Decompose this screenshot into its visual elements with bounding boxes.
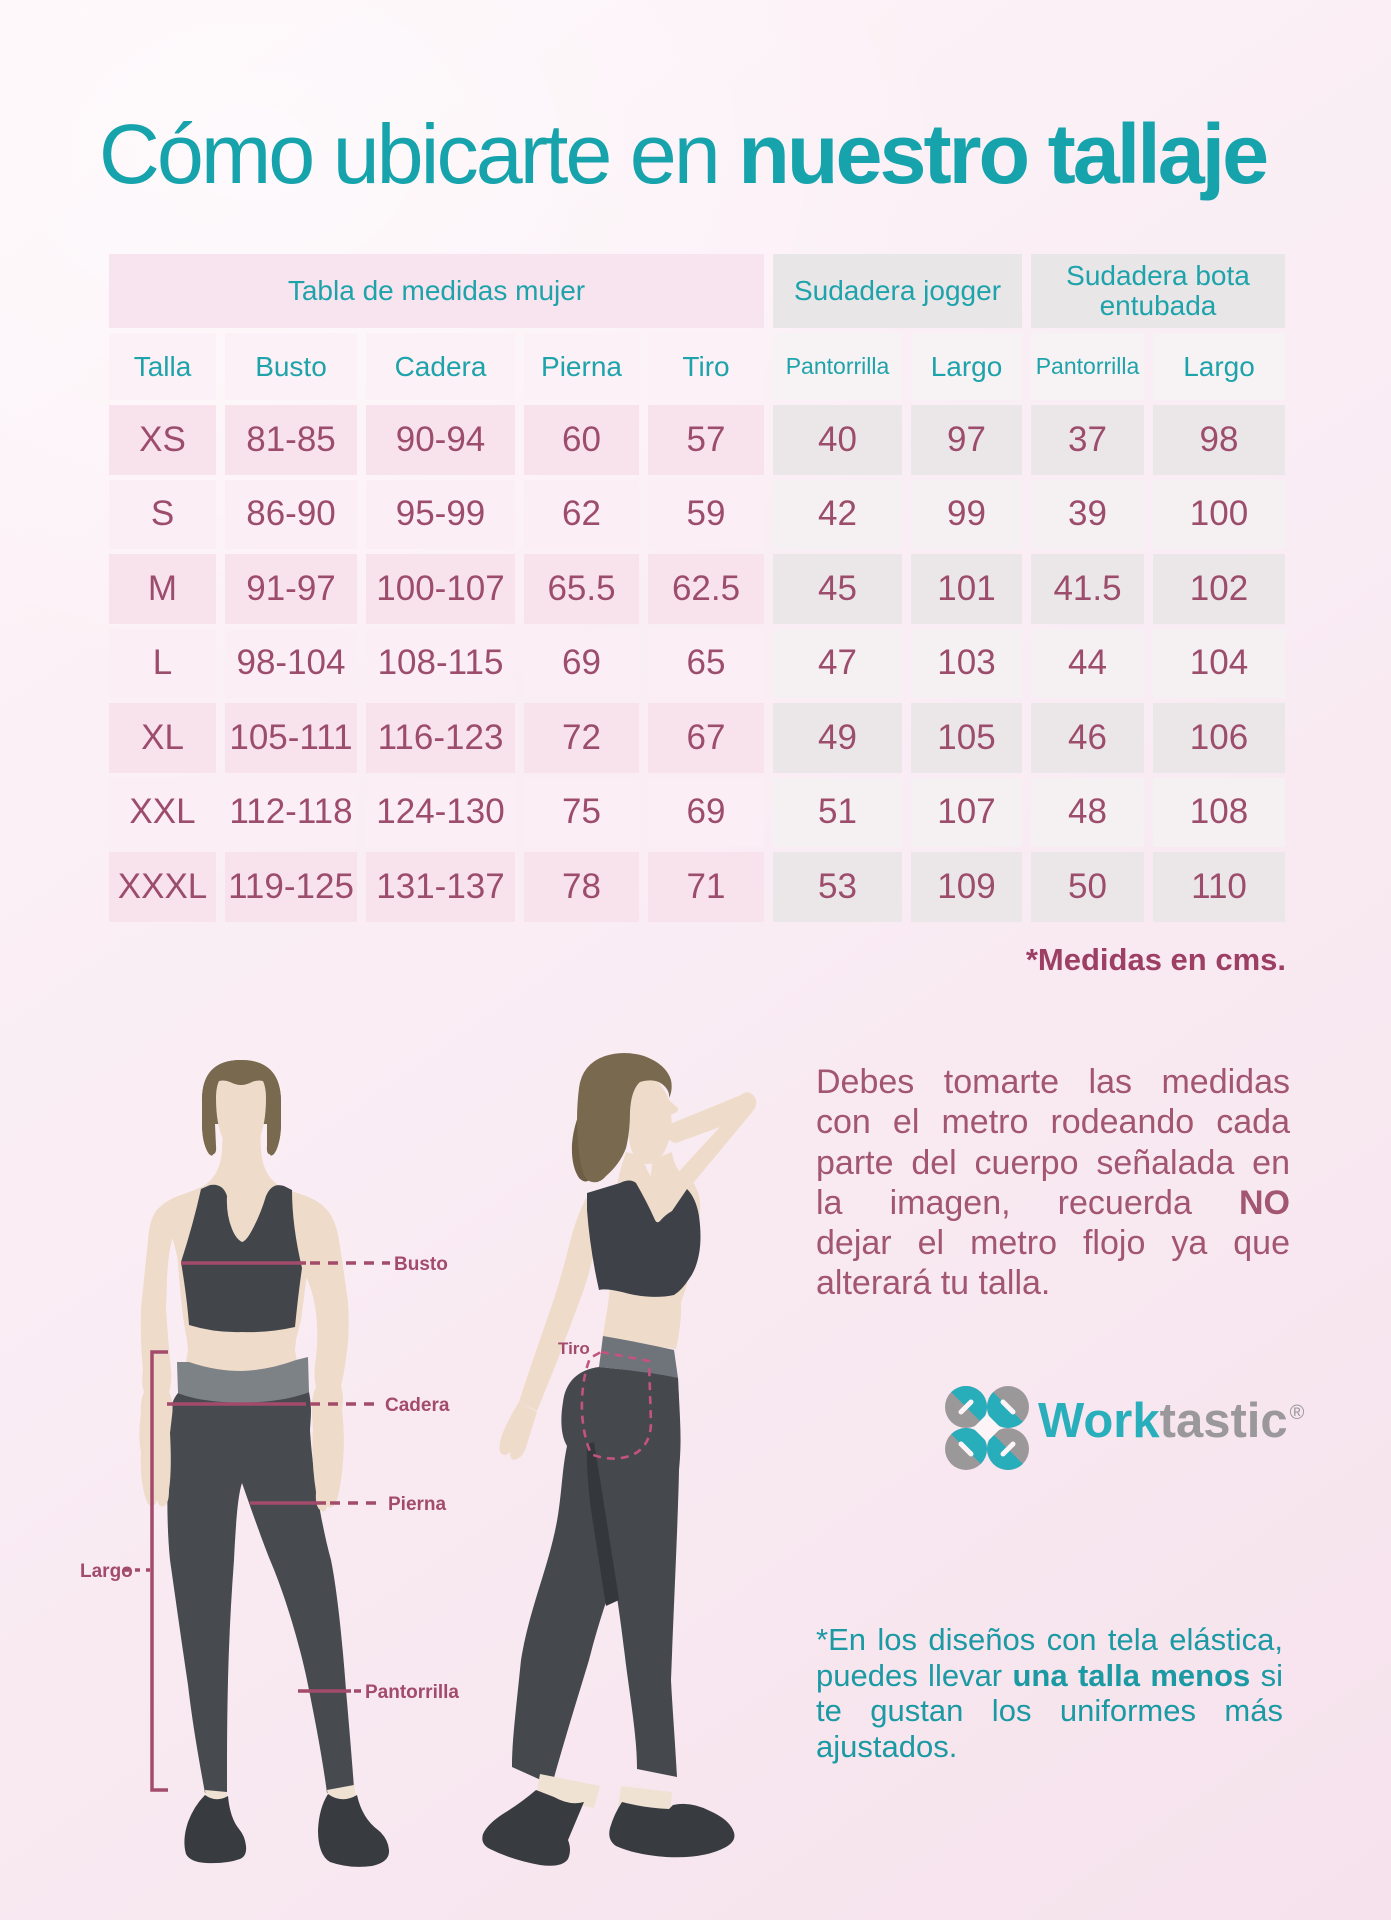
svg-text:Cadera: Cadera xyxy=(385,1395,450,1416)
svg-text:Pantorrilla: Pantorrilla xyxy=(365,1682,459,1703)
svg-text:Pierna: Pierna xyxy=(388,1494,447,1515)
svg-text:Busto: Busto xyxy=(394,1254,448,1275)
svg-text:Tiro: Tiro xyxy=(558,1339,590,1358)
svg-text:Largo: Largo xyxy=(80,1561,133,1582)
